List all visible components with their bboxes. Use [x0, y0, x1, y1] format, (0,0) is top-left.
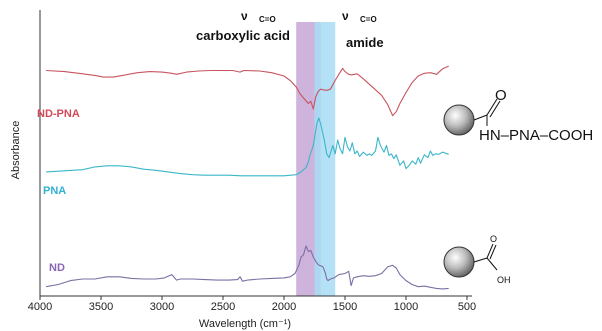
hydroxyl-label: OH	[497, 275, 511, 285]
x-tick-label: 2500	[211, 301, 235, 313]
x-tick-label: 2000	[272, 301, 296, 313]
x-axis-label: Wavelength (cm⁻¹)	[199, 318, 291, 330]
x-tick-label: 3500	[89, 301, 113, 313]
nanodiamond-sphere-bottom	[443, 246, 475, 278]
y-axis-label: Absorbance	[10, 121, 22, 180]
bond-line	[486, 257, 498, 271]
bond-line	[486, 243, 494, 259]
nd-pna-structure: O HN–PNA–COOH	[443, 87, 593, 144]
x-tick-label: 3000	[150, 301, 174, 313]
series-label-nd-pna: ND-PNA	[37, 108, 80, 120]
amide-band-label: amide	[346, 35, 384, 50]
series-label-nd: ND	[49, 262, 65, 274]
amide-co-subscript: C=O	[360, 15, 377, 24]
nanodiamond-sphere-top	[443, 104, 475, 136]
carbonyl-o-label: O	[495, 87, 507, 104]
acid-nu-symbol: ν	[241, 9, 248, 23]
x-ticks: 4000 3500 3000 2500 2000 1500 1000 500	[28, 296, 476, 313]
bond-line	[489, 244, 497, 260]
acid-co-subscript: C=O	[259, 15, 276, 24]
band-annotations: ν C=O carboxylic acid ν C=O amide	[196, 9, 384, 50]
axes: Absorbance Wavelength (cm⁻¹)	[10, 10, 472, 330]
series-label-pna: PNA	[43, 185, 66, 197]
bond-line	[486, 98, 498, 116]
bond-line	[473, 257, 488, 263]
series-line-nd	[46, 245, 449, 290]
bond-line	[473, 114, 488, 121]
series-line-nd-pna	[46, 65, 449, 117]
band-rect-1	[314, 22, 336, 296]
x-tick-label: 500	[458, 301, 476, 313]
x-tick-label: 1000	[394, 301, 418, 313]
acid-band-label: carboxylic acid	[196, 28, 290, 43]
x-tick-label: 4000	[28, 301, 52, 313]
acid-o-label: O	[490, 234, 497, 244]
series-layer: ND-PNA PNA ND	[37, 65, 449, 290]
x-tick-label: 1500	[333, 301, 357, 313]
series-line-pna	[46, 117, 449, 177]
amide-nu-symbol: ν	[342, 9, 349, 23]
pna-chain-label: HN–PNA–COOH	[479, 127, 593, 144]
bond-line	[489, 100, 501, 118]
nd-cooh-structure: O OH	[443, 234, 511, 285]
band-layer	[296, 22, 336, 296]
